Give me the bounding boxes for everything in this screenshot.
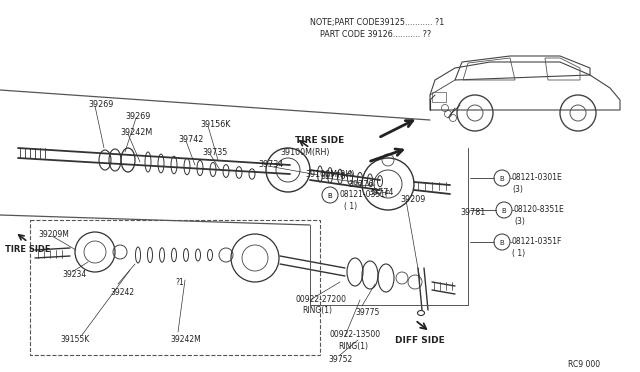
Text: 39209M: 39209M	[38, 230, 69, 239]
Text: DIFF SIDE: DIFF SIDE	[395, 336, 445, 345]
Text: NOTE;PART CODE39125........... ?1: NOTE;PART CODE39125........... ?1	[310, 18, 444, 27]
Text: 39155K: 39155K	[60, 335, 89, 344]
Text: 08121-0351F: 08121-0351F	[512, 237, 563, 246]
Text: ?1: ?1	[175, 278, 184, 287]
Text: RING(1): RING(1)	[302, 306, 332, 315]
Text: 39742: 39742	[178, 135, 204, 144]
Text: 39242M: 39242M	[170, 335, 201, 344]
Text: 08121-0301E: 08121-0301E	[512, 173, 563, 182]
Text: 39234: 39234	[62, 270, 86, 279]
Text: B: B	[328, 193, 332, 199]
Text: 08120-8351E: 08120-8351E	[514, 205, 564, 214]
Text: TIRE SIDE: TIRE SIDE	[295, 135, 344, 144]
Text: 00922-27200: 00922-27200	[295, 295, 346, 304]
Text: B: B	[500, 240, 504, 246]
Text: 00922-13500: 00922-13500	[330, 330, 381, 339]
Text: 39156K: 39156K	[200, 120, 230, 129]
Text: 39752: 39752	[328, 355, 352, 364]
Bar	[30, 220, 320, 355]
Text: 39778: 39778	[320, 172, 346, 181]
Text: 39781: 39781	[460, 208, 485, 217]
Text: 08121-0351F: 08121-0351F	[340, 190, 390, 199]
Text: 39775: 39775	[355, 308, 380, 317]
Text: 39100M(RH): 39100M(RH)	[305, 170, 355, 179]
Text: TIRE SIDE: TIRE SIDE	[5, 245, 51, 254]
Text: 39100M(RH): 39100M(RH)	[280, 148, 330, 157]
Text: RC9 000: RC9 000	[568, 360, 600, 369]
Bar	[432, 92, 446, 102]
Text: B: B	[502, 208, 506, 214]
Text: 39269: 39269	[88, 100, 113, 109]
Text: 39209: 39209	[400, 195, 426, 204]
Text: PART CODE 39126........... ??: PART CODE 39126........... ??	[320, 30, 431, 39]
Text: 39776: 39776	[348, 180, 373, 189]
Text: ( 1): ( 1)	[344, 202, 357, 211]
Text: 39269: 39269	[125, 112, 150, 121]
Text: 39735: 39735	[202, 148, 227, 157]
Text: B: B	[500, 176, 504, 182]
Text: 39242M: 39242M	[120, 128, 152, 137]
Text: 39774: 39774	[368, 188, 394, 197]
Text: ( 1): ( 1)	[512, 249, 525, 258]
Text: (3): (3)	[514, 217, 525, 226]
Text: RING(1): RING(1)	[338, 342, 368, 351]
Text: 39242: 39242	[110, 288, 134, 297]
Text: 39734: 39734	[258, 160, 284, 169]
Text: (3): (3)	[512, 185, 523, 194]
